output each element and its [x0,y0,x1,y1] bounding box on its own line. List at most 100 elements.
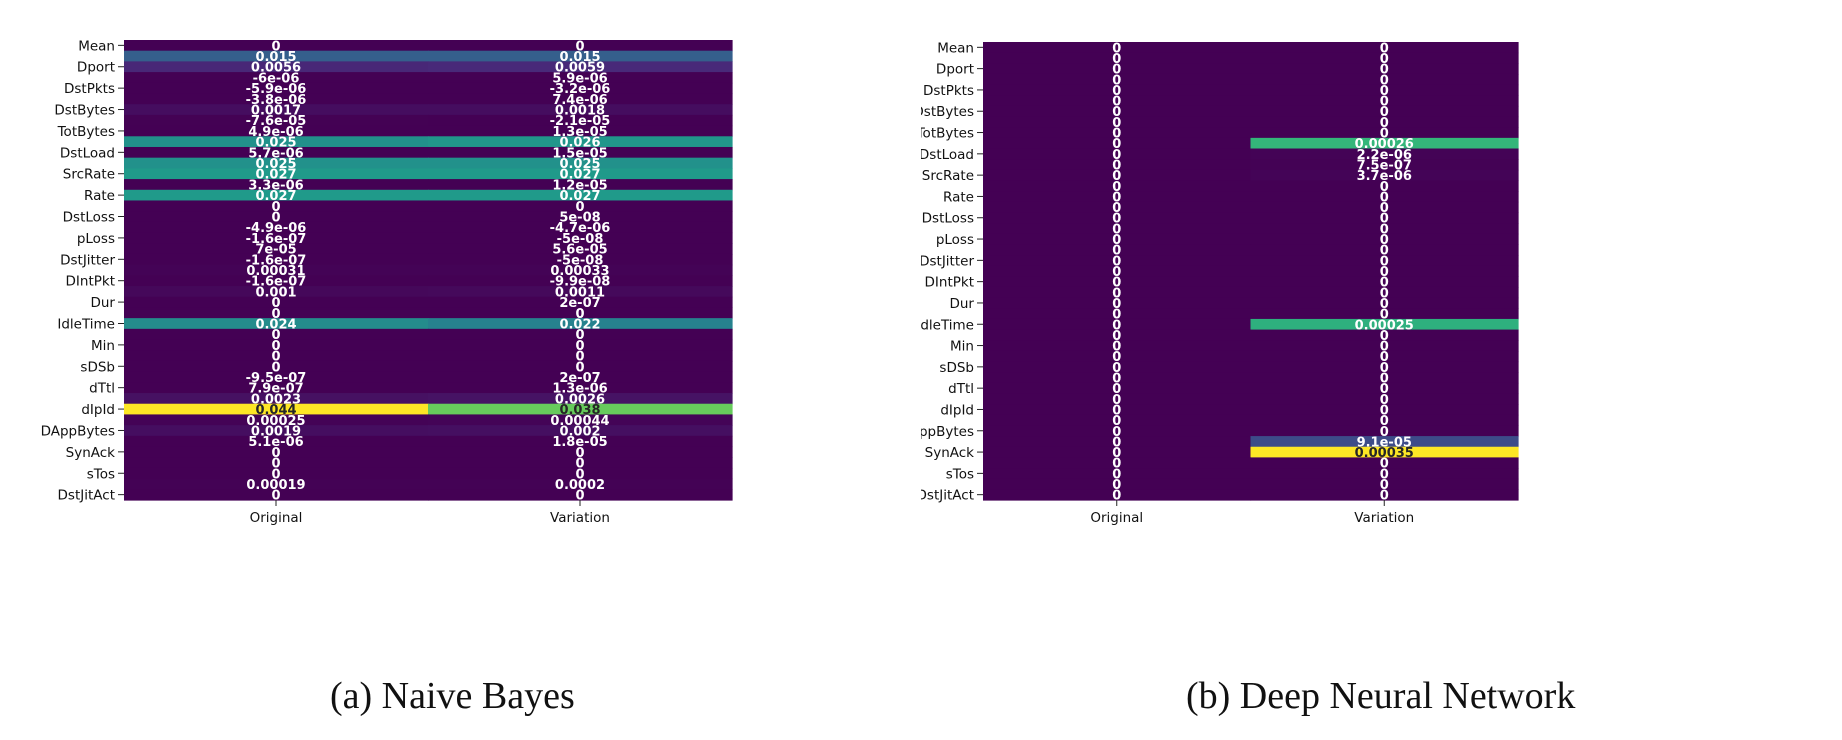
cell-value-label: -4.9e-06 [246,221,307,236]
cell-value-label: 0 [1112,95,1121,110]
heatmap-cell [1250,201,1519,214]
cell-value-label: -1.6e-07 [246,232,307,247]
cell-value-label: -3.2e-06 [550,82,611,97]
heatmap-cell [124,146,429,159]
heatmap-cell [1250,308,1519,320]
cell-value-label: 0.0056 [251,61,301,76]
heatmap-cell [428,286,733,298]
cell-value-label: 5e-08 [559,211,600,226]
y-tick-label: DstPkts [923,83,974,99]
heatmap-cell [983,404,1252,416]
cell-value-label: 4.9e-06 [248,125,303,140]
heatmap-cell [124,253,429,266]
heatmap-cell [1250,95,1519,107]
y-tick-label: SrcRate [922,168,974,184]
cell-value-label: 0 [1112,244,1121,259]
y-tick-label: sTos [946,466,974,482]
heatmap-cell [1250,446,1519,458]
cell-value-label: 3.7e-06 [1357,169,1412,184]
cell-value-label: 0.00044 [550,414,609,429]
heatmap-cell [983,223,1252,235]
heatmap-cell [1250,297,1519,309]
cell-value-label: 0.025 [559,157,600,172]
cell-value-label: 0.00025 [1355,318,1414,333]
cell-value-label: 0.038 [559,403,600,418]
heatmap-cell [124,286,429,298]
heatmap-cell [1250,318,1519,331]
heatmap-cell [124,243,429,255]
cell-value-label: 0 [1380,382,1389,397]
heatmap-cell [1250,350,1519,363]
heatmap-cell [428,403,733,416]
cell-value-label: 0.015 [255,50,296,65]
cell-value-label: -2.1e-05 [550,114,611,129]
cell-value-label: 5.6e-05 [552,243,607,258]
cell-value-label: 0 [1112,84,1121,99]
heatmap-cell [1250,478,1519,490]
heatmap-cell [983,84,1252,96]
cell-value-label: 0 [1112,222,1121,237]
y-tick-label: DstLoad [921,147,974,163]
heatmap-cell [983,286,1252,299]
cell-value-label: 0 [1112,457,1121,472]
cell-value-label: 0 [1112,180,1121,195]
heatmap-cell [983,42,1252,54]
heatmap-cell [124,403,429,416]
heatmap-cell [428,328,733,341]
y-tick-label: DstPkts [64,81,115,97]
cell-value-label: 7.4e-06 [552,93,607,108]
cell-value-label: 0 [575,200,584,215]
heatmap-cell [1250,372,1519,384]
heatmap-cell [428,382,733,394]
cell-value-label: 0.002 [559,424,600,439]
cell-value-label: 0 [575,467,584,482]
heatmap-cell [1250,286,1519,299]
cell-value-label: 0.0023 [251,392,301,407]
heatmap-cell [1250,329,1519,341]
cell-value-label: 0 [1380,127,1389,142]
heatmap-cell [1250,414,1519,427]
heatmap-cell [1250,148,1519,160]
cell-value-label: 0 [271,446,280,461]
heatmap-cell [983,201,1252,214]
heatmap-cell [124,200,429,212]
heatmap-cell [428,125,733,137]
heatmap-cell [428,104,733,116]
cell-value-label: 0 [1380,329,1389,344]
cell-value-label: 0 [1380,265,1389,280]
heatmap-cell [1250,425,1519,437]
y-tick-label: Dport [936,62,974,78]
heatmap-cell [428,489,733,501]
cell-value-label: 0 [1380,414,1389,429]
cell-value-label: 0 [1112,446,1121,461]
cell-value-label: 0 [1112,148,1121,163]
cell-value-label: -9.9e-08 [550,275,611,290]
heatmap-cell [983,116,1252,128]
y-tick-label: DstJitAct [58,488,115,504]
cell-value-label: -5e-08 [557,232,604,247]
heatmap-cell [983,382,1252,395]
heatmap-cell [428,211,733,223]
cell-value-label: 0 [1112,116,1121,131]
cell-value-label: 0 [1112,254,1121,269]
cell-value-label: 0.044 [255,403,296,418]
heatmap-cell [983,414,1252,427]
heatmap-cell [428,318,733,330]
heatmap-cell [428,371,733,383]
heatmap-cell [428,360,733,373]
y-tick-label: Rate [943,189,974,205]
heatmap-cell [983,255,1252,267]
heatmap-cell [1250,127,1519,139]
y-tick-label: Mean [937,40,974,56]
heatmap-cell [1250,52,1519,64]
heatmap-cell [1250,212,1519,224]
heatmap-cell [428,275,733,287]
heatmap-cell [428,168,733,180]
heatmap-cell [124,339,429,351]
heatmap-cell [428,200,733,212]
heatmap-cell [428,393,733,405]
heatmap-cell [1250,180,1519,192]
heatmap-cell [1250,382,1519,395]
cell-value-label: 0 [1380,478,1389,493]
